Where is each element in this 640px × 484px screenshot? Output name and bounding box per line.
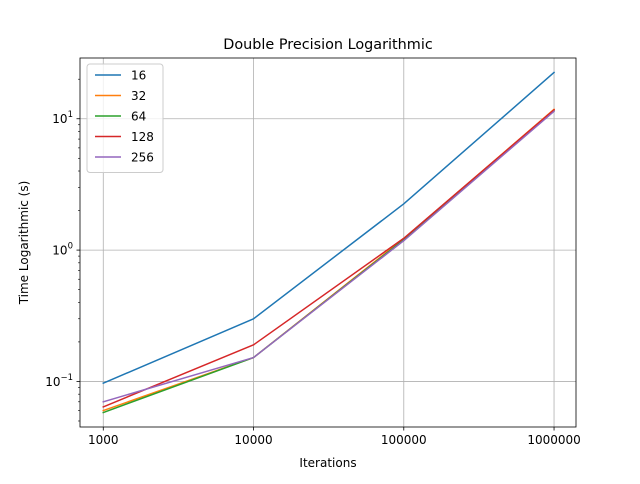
legend-label-64: 64 xyxy=(131,110,146,124)
plot-frame xyxy=(79,57,577,428)
series-line-256 xyxy=(102,110,556,403)
legend-label-256: 256 xyxy=(131,151,154,165)
x-tick-label: 1000000 xyxy=(527,433,580,447)
y-axis-label: Time Logarithmic (s) xyxy=(17,181,31,306)
tick-layer: 1000 10000 100000 1000000 10−1 100 101 xyxy=(45,78,581,447)
x-tick-label: 100000 xyxy=(381,433,427,447)
legend-label-128: 128 xyxy=(131,130,154,144)
y-tick-label: 101 xyxy=(52,110,73,126)
legend-label-16: 16 xyxy=(131,69,146,83)
chart-title: Double Precision Logarithmic xyxy=(223,37,433,53)
y-tick-label: 10−1 xyxy=(45,373,73,389)
x-tick-label: 1000 xyxy=(88,433,119,447)
series-layer xyxy=(102,71,556,414)
legend-box xyxy=(86,63,164,173)
legend: 16 32 64 128 256 xyxy=(86,63,164,173)
y-tick-label: 100 xyxy=(52,242,73,258)
legend-label-32: 32 xyxy=(131,89,146,103)
x-axis-label: Iterations xyxy=(299,456,356,470)
x-tick-label: 10000 xyxy=(234,433,272,447)
series-line-16 xyxy=(102,71,556,385)
series-line-128 xyxy=(102,108,556,408)
